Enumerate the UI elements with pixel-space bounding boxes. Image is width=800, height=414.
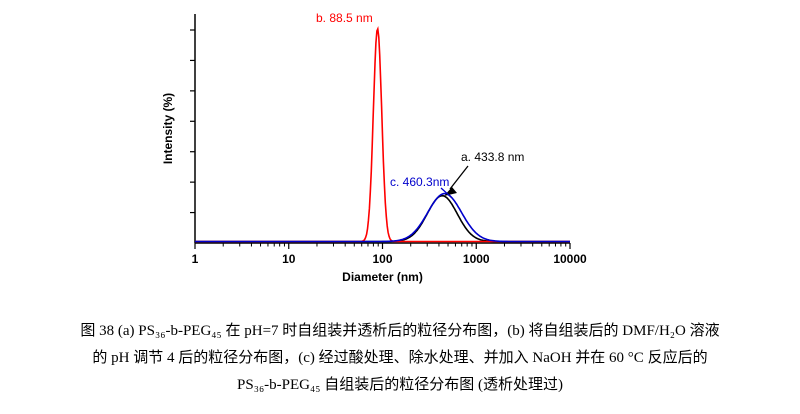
svg-text:1: 1 <box>192 252 199 266</box>
svg-text:1000: 1000 <box>463 252 490 266</box>
dls-size-distribution-chart: 1 10 100 1000 10000 Diameter (nm) Intensity (%… <box>161 11 587 284</box>
svg-text:b. 88.5 nm: b. 88.5 nm <box>316 11 373 25</box>
svg-text:Intensity (%): Intensity (%) <box>161 93 175 164</box>
caption-line-1: 图 38 (a) PS₃₆-b-PEG₄₅ 在 pH=7 时自组装并透析后的粒径… <box>80 323 720 339</box>
svg-text:c. 460.3nm: c. 460.3nm <box>390 175 449 189</box>
caption-line-3: PS₃₆-b-PEG₄₅ 自组装后的粒径分布图 (透析处理过) <box>237 377 563 393</box>
svg-text:a. 433.8 nm: a. 433.8 nm <box>461 150 524 164</box>
figure-caption: 图 38 (a) PS₃₆-b-PEG₄₅ 在 pH=7 时自组装并透析后的粒径… <box>0 318 800 399</box>
svg-text:Diameter (nm): Diameter (nm) <box>342 270 423 284</box>
svg-text:100: 100 <box>372 252 392 266</box>
chart-area: 1 10 100 1000 10000 Diameter (nm) Intensity (%… <box>161 11 587 284</box>
svg-text:10000: 10000 <box>553 252 587 266</box>
svg-text:10: 10 <box>282 252 296 266</box>
caption-line-2: 的 pH 调节 4 后的粒径分布图，(c) 经过酸处理、除水处理、并加入 NaO… <box>92 350 708 366</box>
